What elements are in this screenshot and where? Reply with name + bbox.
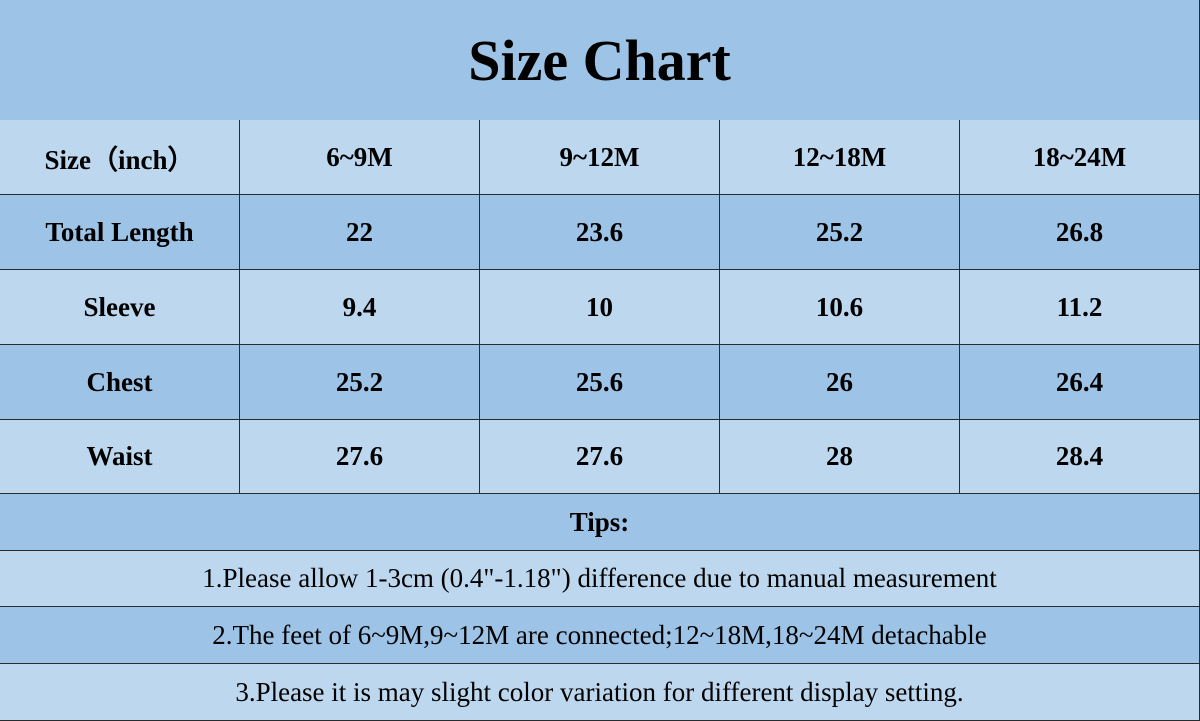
table-cell: 28 bbox=[720, 420, 960, 494]
row-label: Total Length bbox=[0, 195, 240, 270]
table-cell: 10 bbox=[480, 270, 720, 345]
table-cell: 22 bbox=[240, 195, 480, 270]
table-cell: 26 bbox=[720, 345, 960, 420]
header-cell: 9~12M bbox=[480, 120, 720, 195]
table-cell: 25.2 bbox=[720, 195, 960, 270]
header-cell: 18~24M bbox=[960, 120, 1200, 195]
table-cell: 26.8 bbox=[960, 195, 1200, 270]
table-cell: 11.2 bbox=[960, 270, 1200, 345]
tips-heading: Tips: bbox=[0, 494, 1200, 551]
table-cell: 27.6 bbox=[480, 420, 720, 494]
table-cell: 9.4 bbox=[240, 270, 480, 345]
row-label: Sleeve bbox=[0, 270, 240, 345]
header-cell: 6~9M bbox=[240, 120, 480, 195]
table-cell: 10.6 bbox=[720, 270, 960, 345]
table-cell: 28.4 bbox=[960, 420, 1200, 494]
header-cell: 12~18M bbox=[720, 120, 960, 195]
title: Size Chart bbox=[0, 0, 1200, 121]
tip-line: 2.The feet of 6~9M,9~12M are connected;1… bbox=[0, 607, 1200, 664]
header-cell: Size（inch） bbox=[0, 120, 240, 195]
tip-line: 3.Please it is may slight color variatio… bbox=[0, 664, 1200, 721]
row-label: Chest bbox=[0, 345, 240, 420]
table-cell: 25.6 bbox=[480, 345, 720, 420]
table-cell: 25.2 bbox=[240, 345, 480, 420]
table-cell: 27.6 bbox=[240, 420, 480, 494]
table-cell: 26.4 bbox=[960, 345, 1200, 420]
row-label: Waist bbox=[0, 420, 240, 494]
table-cell: 23.6 bbox=[480, 195, 720, 270]
tip-line: 1.Please allow 1-3cm (0.4"-1.18") differ… bbox=[0, 551, 1200, 607]
